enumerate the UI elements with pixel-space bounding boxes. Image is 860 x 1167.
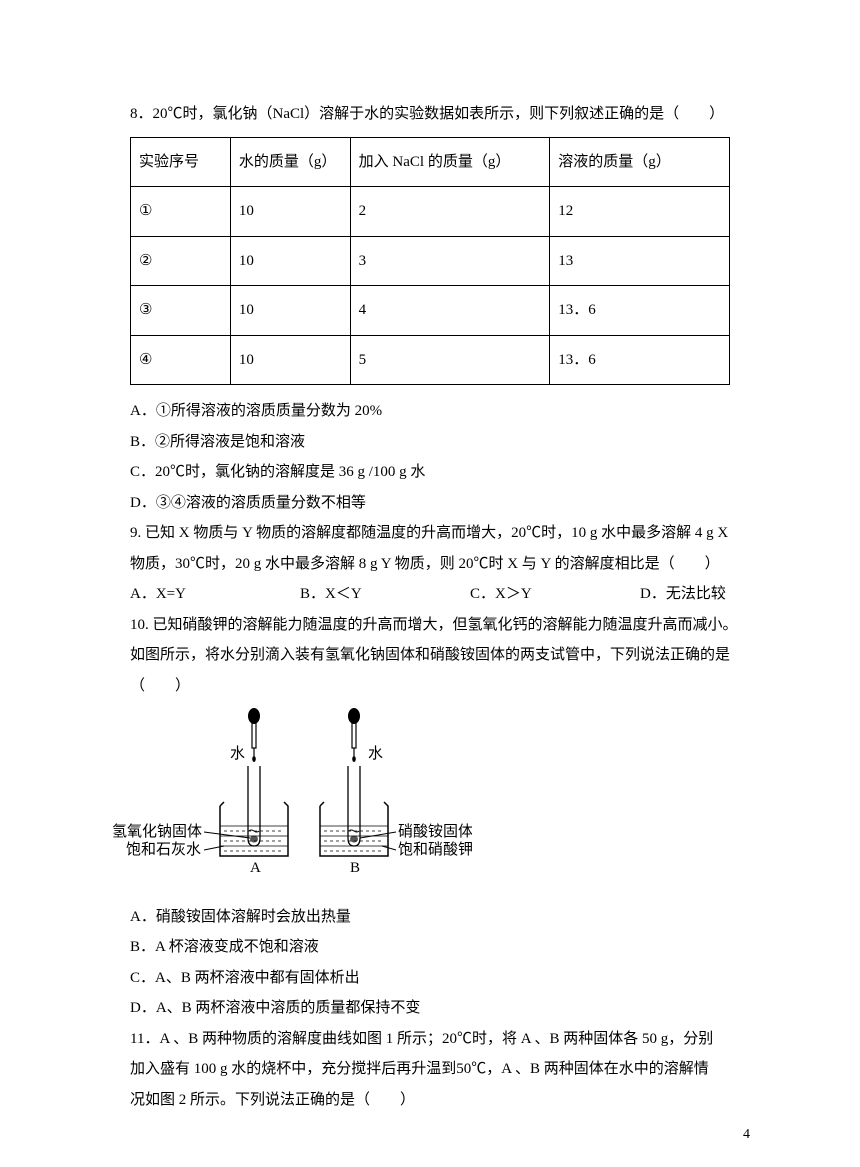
q9-line2: 物质，30℃时，20 g 水中最多溶解 8 g Y 物质，则 20℃时 X 与 … — [130, 550, 750, 579]
q10-diagram: 水 A 氢氧化钠固体 饱和石灰水 水 — [112, 708, 472, 888]
beaker-left-icon — [220, 802, 288, 856]
q8-opt-b: B．②所得溶液是饱和溶液 — [130, 428, 750, 457]
q9-opt-c: C．X＞Y — [470, 580, 640, 609]
q10-opt-a: A．硝酸铵固体溶解时会放出热量 — [130, 903, 750, 932]
beaker-right-icon — [320, 802, 388, 856]
label-lime-water: 饱和石灰水 — [126, 841, 201, 858]
q11-line2: 加入盛有 100 g 水的烧杯中，充分搅拌后再升温到50℃，A 、B 两种固体在… — [130, 1055, 750, 1084]
th-exp-no: 实验序号 — [131, 137, 231, 187]
q9-line1: 9. 已知 X 物质与 Y 物质的溶解度都随温度的升高而增大，20℃时，10 g… — [130, 519, 750, 548]
label-nh4no3-solid: 硝酸铵固体 — [398, 823, 472, 840]
cell: 4 — [350, 286, 550, 336]
beaker-a-label: A — [250, 860, 261, 876]
q8-opt-c: C．20℃时，氯化钠的溶解度是 36 g /100 g 水 — [130, 458, 750, 487]
page-number: 4 — [743, 1122, 750, 1149]
q11-line1: 11．A 、B 两种物质的溶解度曲线如图 1 所示；20℃时，将 A 、B 两种… — [130, 1025, 750, 1054]
cell: ① — [131, 187, 231, 237]
water-label-left: 水 — [230, 745, 245, 762]
q9-opt-d: D．无法比较 — [640, 580, 750, 609]
beaker-b-label: B — [350, 860, 360, 876]
cell: 13．6 — [550, 335, 730, 385]
q10-line2: 如图所示，将水分别滴入装有氢氧化钠固体和硝酸铵固体的两支试管中，下列说法正确的是 — [130, 641, 750, 670]
table-row: ① 10 2 12 — [131, 187, 730, 237]
table-row: ② 10 3 13 — [131, 236, 730, 286]
cell: 2 — [350, 187, 550, 237]
label-naoh-solid: 氢氧化钠固体 — [112, 823, 202, 840]
dropper-left-icon — [248, 708, 260, 762]
q10-line3: （ ） — [130, 672, 750, 701]
table-row: ③ 10 4 13．6 — [131, 286, 730, 336]
cell: ③ — [131, 286, 231, 336]
q9-options: A．X=Y B．X＜Y C．X＞Y D．无法比较 — [130, 580, 750, 609]
q10-opt-b: B．A 杯溶液变成不饱和溶液 — [130, 933, 750, 962]
th-water-mass: 水的质量（g） — [230, 137, 350, 187]
q10-opt-d: D．A、B 两杯溶液中溶质的质量都保持不变 — [130, 994, 750, 1023]
q8-stem: 8．20℃时，氯化钠（NaCl）溶解于水的实验数据如表所示，则下列叙述正确的是（… — [130, 100, 750, 129]
water-label-right: 水 — [368, 745, 383, 762]
q9-opt-a: A．X=Y — [130, 580, 300, 609]
q11-line3: 况如图 2 所示。下列说法正确的是（ ） — [130, 1086, 750, 1115]
q8-opt-d: D．③④溶液的溶质质量分数不相等 — [130, 489, 750, 518]
th-nacl-mass: 加入 NaCl 的质量（g） — [350, 137, 550, 187]
q8-opt-a: A．①所得溶液的溶质质量分数为 20% — [130, 397, 750, 426]
cell: ② — [131, 236, 231, 286]
cell: 12 — [550, 187, 730, 237]
dropper-right-icon — [348, 708, 360, 762]
table-header-row: 实验序号 水的质量（g） 加入 NaCl 的质量（g） 溶液的质量（g） — [131, 137, 730, 187]
cell: 10 — [230, 236, 350, 286]
cell: 10 — [230, 286, 350, 336]
test-tube-left-icon — [248, 766, 260, 846]
cell: 5 — [350, 335, 550, 385]
cell: 13 — [550, 236, 730, 286]
cell: 13．6 — [550, 286, 730, 336]
cell: 10 — [230, 335, 350, 385]
cell: 3 — [350, 236, 550, 286]
test-tube-right-icon — [348, 766, 360, 846]
th-solution-mass: 溶液的质量（g） — [550, 137, 730, 187]
label-kno3-solution: 饱和硝酸钾溶液 — [398, 841, 472, 858]
q10-opt-c: C．A、B 两杯溶液中都有固体析出 — [130, 964, 750, 993]
cell: ④ — [131, 335, 231, 385]
table-row: ④ 10 5 13．6 — [131, 335, 730, 385]
q8-table: 实验序号 水的质量（g） 加入 NaCl 的质量（g） 溶液的质量（g） ① 1… — [130, 137, 730, 386]
q9-opt-b: B．X＜Y — [300, 580, 470, 609]
q10-line1: 10. 已知硝酸钾的溶解能力随温度的升高而增大，但氢氧化钙的溶解能力随温度升高而… — [130, 611, 750, 640]
cell: 10 — [230, 187, 350, 237]
